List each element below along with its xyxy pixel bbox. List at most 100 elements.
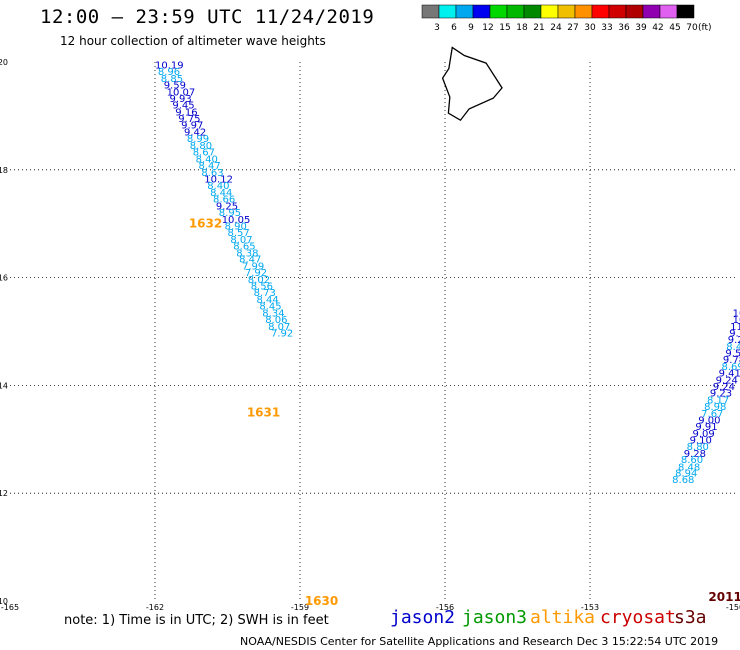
swh-point: 9.5 xyxy=(725,349,740,360)
swh-point: 8.02 xyxy=(248,275,270,286)
swh-point: 11 xyxy=(730,322,740,333)
swh-point: 8.63 xyxy=(201,168,223,179)
y-tick-label: 14 xyxy=(0,381,8,390)
colorbar-tick: 3 xyxy=(434,23,440,33)
colorbar-tick: 6 xyxy=(451,23,457,33)
y-tick-label: 10 xyxy=(0,597,8,606)
swh-point: 9.45 xyxy=(172,101,194,112)
legend-jason3: jason3 xyxy=(462,607,528,628)
swh-point: 8.80 xyxy=(687,442,709,453)
swh-point: 8.06 xyxy=(265,315,287,326)
swh-point: 8.96 xyxy=(158,67,180,78)
swh-point: 7.92 xyxy=(271,329,293,340)
swh-point: 8.45 xyxy=(259,302,281,313)
colorbar-tick: 21 xyxy=(533,23,544,33)
colorbar-tick: 12 xyxy=(482,23,493,33)
time-label: 1630 xyxy=(305,594,338,608)
colorbar-swatch xyxy=(455,4,474,19)
swh-point: 9.97 xyxy=(181,121,203,132)
swh-point: 8.34 xyxy=(262,309,284,320)
swh-point: 8.40 xyxy=(196,154,218,165)
swh-point: 8.67 xyxy=(193,147,215,158)
swh-point: 9.93 xyxy=(170,94,192,105)
colorbar-swatch xyxy=(625,4,644,19)
swh-point: 9.2 xyxy=(728,335,740,346)
colorbar-tick: 39 xyxy=(635,23,647,33)
swh-point: 8.47 xyxy=(199,161,221,172)
colorbar-swatch xyxy=(421,4,440,19)
swh-point: 8.98 xyxy=(704,402,726,413)
swh-point: 9.59 xyxy=(164,81,186,92)
swh-point: 9.75 xyxy=(178,114,200,125)
swh-point: 8.94 xyxy=(675,469,697,480)
colorbar-tick: 9 xyxy=(468,23,474,33)
x-tick-label: -153 xyxy=(581,603,599,612)
colorbar-tick: 30 xyxy=(584,23,596,33)
colorbar-tick: 70 xyxy=(686,23,698,33)
swh-point: 8.99 xyxy=(187,134,209,145)
swh-point: 7.99 xyxy=(242,262,264,273)
colorbar-swatch xyxy=(608,4,627,19)
chart-title: 12:00 – 23:59 UTC 11/24/2019 xyxy=(40,6,375,28)
colorbar-swatch xyxy=(642,4,661,19)
swh-point: 10.07 xyxy=(167,88,196,99)
colorbar-tick: 42 xyxy=(652,23,663,33)
colorbar-swatch xyxy=(540,4,559,19)
colorbar-swatch xyxy=(489,4,508,19)
colorbar-tick: 45 xyxy=(669,23,680,33)
swh-point: 9.25 xyxy=(216,201,238,212)
swh-point: 8.68 xyxy=(672,475,694,486)
colorbar-tick: 24 xyxy=(550,23,562,33)
swh-point: 9.16 xyxy=(175,108,197,119)
colorbar-swatch xyxy=(557,4,576,19)
colorbar-swatch xyxy=(574,4,593,19)
swh-point: 9.23 xyxy=(710,388,732,399)
colorbar-swatch xyxy=(438,4,457,19)
swh-point: 8.73 xyxy=(254,288,276,299)
colorbar-tick: 33 xyxy=(601,23,612,33)
swh-point: 10.05 xyxy=(222,215,251,226)
swh-point: 8.80 xyxy=(190,141,212,152)
swh-point: 8.47 xyxy=(239,255,261,266)
time-label: 1632 xyxy=(189,217,222,231)
colorbar-tick: 15 xyxy=(499,23,510,33)
footer-credit: NOAA/NESDIS Center for Satellite Applica… xyxy=(240,635,719,648)
colorbar-tick: 18 xyxy=(516,23,528,33)
x-tick-label: -162 xyxy=(146,603,164,612)
swh-point: 8.95 xyxy=(219,208,241,219)
swh-point: 7.67 xyxy=(701,409,723,420)
time-label: 1631 xyxy=(247,405,280,419)
y-tick-label: 12 xyxy=(0,489,8,498)
colorbar-swatch xyxy=(506,4,525,19)
legend-s3a: s3a xyxy=(674,607,707,628)
swh-point: 9. xyxy=(729,329,739,340)
swh-point: 9.42 xyxy=(184,128,206,139)
swh-point: 8.4 xyxy=(726,342,740,353)
y-tick-label: 20 xyxy=(0,58,8,67)
y-tick-label: 16 xyxy=(0,274,8,283)
coastline-big-island xyxy=(441,46,503,122)
swh-point: 8.44 xyxy=(257,295,279,306)
swh-point: 10.12 xyxy=(204,174,233,185)
swh-point: 7.92 xyxy=(245,268,267,279)
swh-point: 8.69 xyxy=(721,362,740,373)
swh-point: 10 xyxy=(733,315,740,326)
swh-point: 9.10 xyxy=(690,435,712,446)
time-label: 2011 xyxy=(708,590,740,604)
colorbar-swatch xyxy=(472,4,491,19)
colorbar-swatch xyxy=(591,4,610,19)
swh-point: 9.24 xyxy=(716,375,738,386)
swh-point: 8.65 xyxy=(233,241,255,252)
swh-point: 8.07 xyxy=(268,322,290,333)
swh-point: 9.78 xyxy=(723,355,740,366)
swh-point: 8.90 xyxy=(225,221,247,232)
swh-point: 8.07 xyxy=(230,235,252,246)
chart-subtitle: 12 hour collection of altimeter wave hei… xyxy=(60,34,326,48)
legend-altika: altika xyxy=(530,607,596,628)
swh-point: 8.60 xyxy=(681,455,703,466)
swh-point: 9.24 xyxy=(713,382,735,393)
footer-note: note: 1) Time is in UTC; 2) SWH is in fe… xyxy=(64,613,329,628)
x-tick-label: -150 xyxy=(726,603,740,612)
legend-jason2: jason2 xyxy=(390,607,456,628)
